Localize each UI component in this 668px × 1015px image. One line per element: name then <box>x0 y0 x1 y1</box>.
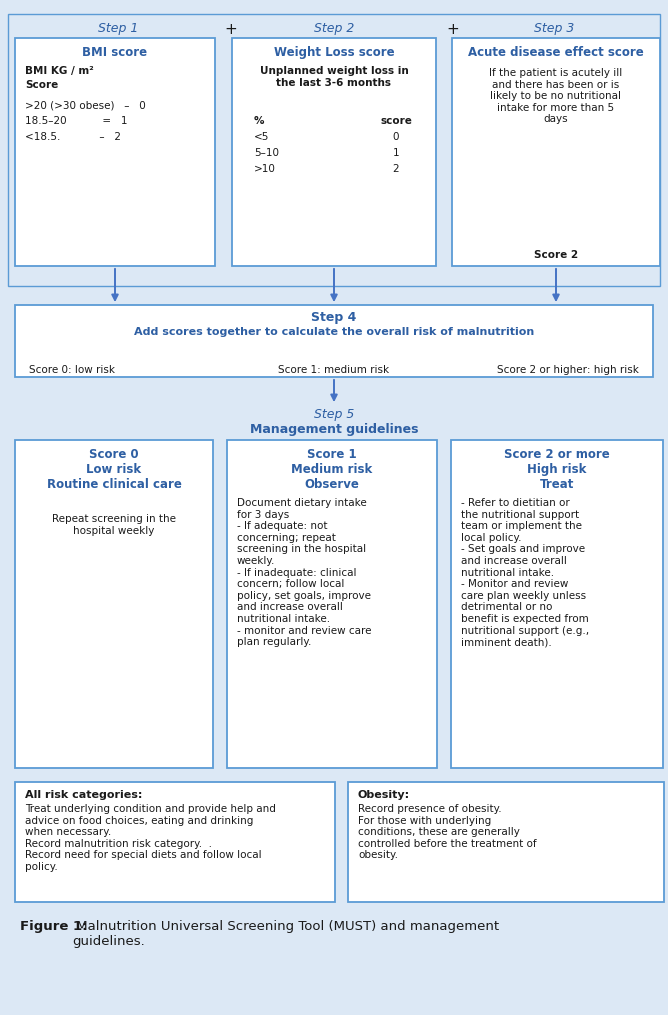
Text: All risk categories:: All risk categories: <box>25 790 142 800</box>
Bar <box>15 304 653 377</box>
Bar <box>348 782 664 902</box>
Text: Malnutrition Universal Screening Tool (MUST) and management
guidelines.: Malnutrition Universal Screening Tool (M… <box>72 920 499 948</box>
Text: Repeat screening in the
hospital weekly: Repeat screening in the hospital weekly <box>52 514 176 536</box>
Text: +: + <box>224 22 237 37</box>
Text: Score 0
Low risk
Routine clinical care: Score 0 Low risk Routine clinical care <box>47 448 182 491</box>
Text: Add scores together to calculate the overall risk of malnutrition: Add scores together to calculate the ove… <box>134 327 534 337</box>
Bar <box>452 38 660 266</box>
Text: 1: 1 <box>393 148 399 158</box>
Text: Score 2 or more
High risk
Treat: Score 2 or more High risk Treat <box>504 448 610 491</box>
Text: <18.5.            –   2: <18.5. – 2 <box>25 132 121 142</box>
Text: Score 1
Medium risk
Observe: Score 1 Medium risk Observe <box>291 448 373 491</box>
Text: 5–10: 5–10 <box>254 148 279 158</box>
Text: - Refer to dietitian or
the nutritional support
team or implement the
local poli: - Refer to dietitian or the nutritional … <box>461 498 589 648</box>
Text: +: + <box>447 22 460 37</box>
Text: %: % <box>254 116 265 126</box>
Text: Acute disease effect score: Acute disease effect score <box>468 46 644 59</box>
Text: BMI KG / m²: BMI KG / m² <box>25 66 94 76</box>
Text: Management guidelines: Management guidelines <box>250 423 418 436</box>
Text: >20 (>30 obese)   –   0: >20 (>30 obese) – 0 <box>25 100 146 110</box>
Bar <box>451 439 663 768</box>
Bar <box>15 782 335 902</box>
Text: Step 4: Step 4 <box>311 311 357 324</box>
Bar <box>15 439 213 768</box>
Text: Step 5: Step 5 <box>314 408 354 421</box>
Text: Step 2: Step 2 <box>314 22 354 35</box>
Bar <box>227 439 437 768</box>
Text: 2: 2 <box>393 164 399 174</box>
Text: Treat underlying condition and provide help and
advice on food choices, eating a: Treat underlying condition and provide h… <box>25 804 276 872</box>
Text: Document dietary intake
for 3 days
- If adequate: not
concerning; repeat
screeni: Document dietary intake for 3 days - If … <box>237 498 371 648</box>
Text: Score 1: medium risk: Score 1: medium risk <box>279 365 389 375</box>
Text: Record presence of obesity.
For those with underlying
conditions, these are gene: Record presence of obesity. For those wi… <box>358 804 536 861</box>
Bar <box>8 14 660 286</box>
Text: score: score <box>380 116 412 126</box>
Text: BMI score: BMI score <box>82 46 148 59</box>
Text: Figure 1:: Figure 1: <box>20 920 88 933</box>
Text: Step 1: Step 1 <box>98 22 138 35</box>
Text: Unplanned weight loss in
the last 3-6 months: Unplanned weight loss in the last 3-6 mo… <box>260 66 408 87</box>
Bar <box>232 38 436 266</box>
Text: Score: Score <box>25 80 58 90</box>
Text: 18.5–20           =   1: 18.5–20 = 1 <box>25 116 128 126</box>
Text: Obesity:: Obesity: <box>358 790 410 800</box>
Text: If the patient is acutely ill
and there has been or is
likely to be no nutrition: If the patient is acutely ill and there … <box>490 68 623 125</box>
Text: >10: >10 <box>254 164 276 174</box>
Text: Score 2: Score 2 <box>534 250 578 260</box>
Text: Weight Loss score: Weight Loss score <box>274 46 394 59</box>
Text: <5: <5 <box>254 132 269 142</box>
Text: Score 0: low risk: Score 0: low risk <box>29 365 115 375</box>
Bar <box>15 38 215 266</box>
Text: 0: 0 <box>393 132 399 142</box>
Text: Score 2 or higher: high risk: Score 2 or higher: high risk <box>497 365 639 375</box>
Text: Step 3: Step 3 <box>534 22 574 35</box>
